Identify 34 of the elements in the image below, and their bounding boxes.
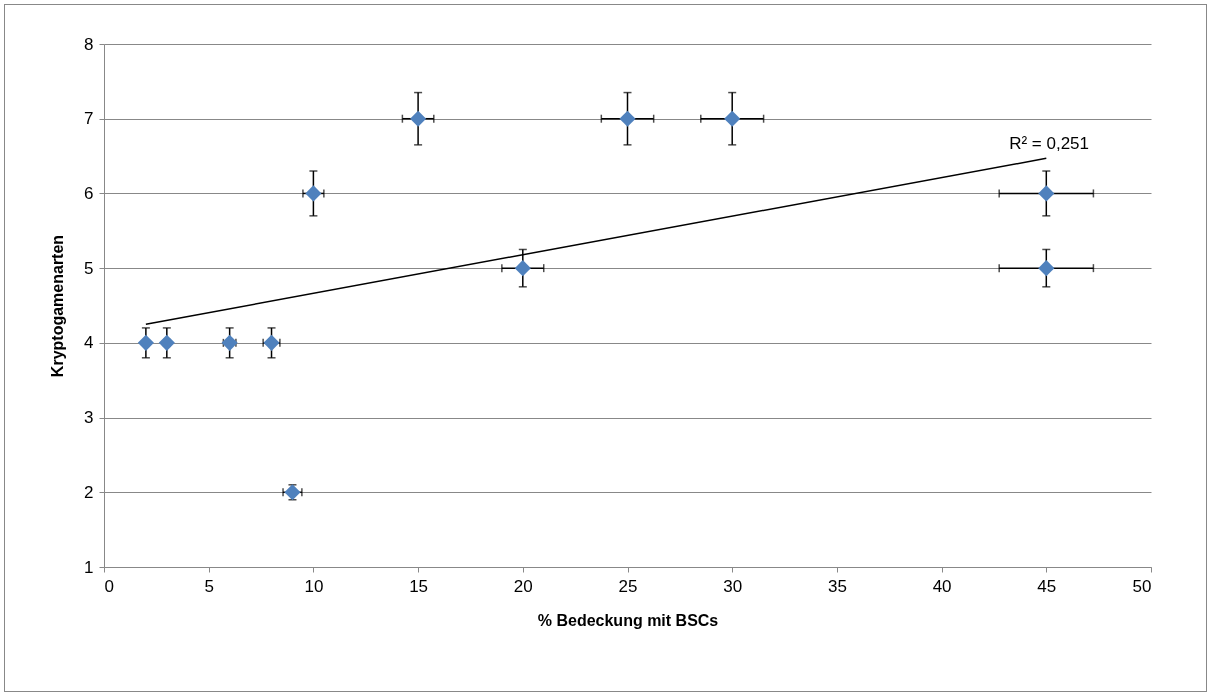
point	[514, 260, 531, 277]
y-axis-title: Kryptogamenarten	[49, 234, 67, 378]
y-tick-label: 1	[84, 557, 94, 577]
x-tick-label: 40	[932, 576, 952, 596]
x-tick-label: 50	[1132, 576, 1152, 596]
point	[263, 334, 280, 351]
annotation: R² = 0,251	[1009, 134, 1089, 153]
point	[137, 334, 154, 351]
x-tick-label: 15	[409, 576, 429, 596]
y-tick-label: 4	[84, 333, 94, 353]
x-tick-label: 5	[204, 576, 214, 596]
y-tick-label: 2	[84, 482, 94, 502]
y-tick-label: 5	[84, 258, 94, 278]
point	[1038, 185, 1055, 202]
y-tick-label: 8	[84, 34, 94, 54]
x-tick-label: 20	[513, 576, 533, 596]
x-tick-label: 45	[1037, 576, 1057, 596]
point	[1038, 260, 1055, 277]
x-tick-label: 10	[304, 576, 324, 596]
point	[284, 484, 301, 501]
x-tick-label: 25	[618, 576, 638, 596]
x-axis-title: % Bedeckung mit BSCs	[537, 611, 719, 629]
y-tick-label: 7	[84, 109, 94, 129]
x-tick-label: 0	[104, 576, 114, 596]
y-tick-label: 6	[84, 183, 94, 203]
x-tick-label: 35	[827, 576, 847, 596]
point	[305, 185, 322, 202]
point	[619, 110, 636, 127]
point	[221, 334, 238, 351]
point	[158, 334, 175, 351]
point	[724, 110, 741, 127]
y-tick-label: 3	[84, 408, 94, 428]
x-tick-label: 30	[723, 576, 743, 596]
point	[410, 110, 427, 127]
